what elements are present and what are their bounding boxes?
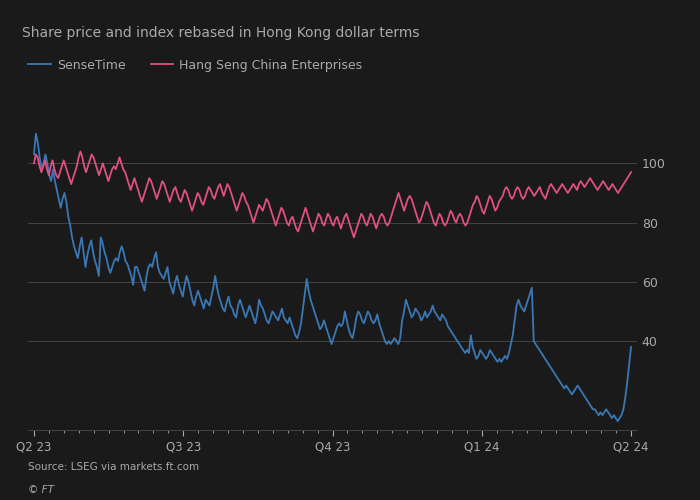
- SenseTime: [478, 350, 486, 356]
- Hang Seng China Enterprises: [350, 234, 358, 240]
- Hang Seng China Enterprises: [181, 187, 189, 193]
- Legend: SenseTime, Hang Seng China Enterprises: SenseTime, Hang Seng China Enterprises: [28, 58, 363, 71]
- Line: SenseTime: SenseTime: [34, 134, 631, 421]
- SenseTime: [613, 418, 622, 424]
- Hang Seng China Enterprises: [93, 166, 102, 172]
- SenseTime: [142, 273, 150, 279]
- Line: Hang Seng China Enterprises: Hang Seng China Enterprises: [34, 152, 631, 238]
- Text: © FT: © FT: [28, 485, 54, 495]
- SenseTime: [30, 152, 38, 158]
- SenseTime: [32, 130, 40, 136]
- SenseTime: [318, 324, 326, 330]
- SenseTime: [626, 344, 635, 350]
- SenseTime: [36, 154, 44, 160]
- Hang Seng China Enterprises: [337, 226, 345, 232]
- Hang Seng China Enterprises: [301, 205, 309, 211]
- SenseTime: [204, 300, 212, 306]
- Hang Seng China Enterprises: [76, 148, 85, 154]
- Hang Seng China Enterprises: [626, 169, 635, 175]
- Hang Seng China Enterprises: [30, 160, 38, 166]
- Hang Seng China Enterprises: [258, 208, 267, 214]
- SenseTime: [224, 294, 232, 300]
- Hang Seng China Enterprises: [433, 216, 442, 222]
- Text: Source: LSEG via markets.ft.com: Source: LSEG via markets.ft.com: [28, 462, 199, 472]
- Text: Share price and index rebased in Hong Kong dollar terms: Share price and index rebased in Hong Ko…: [22, 26, 419, 40]
